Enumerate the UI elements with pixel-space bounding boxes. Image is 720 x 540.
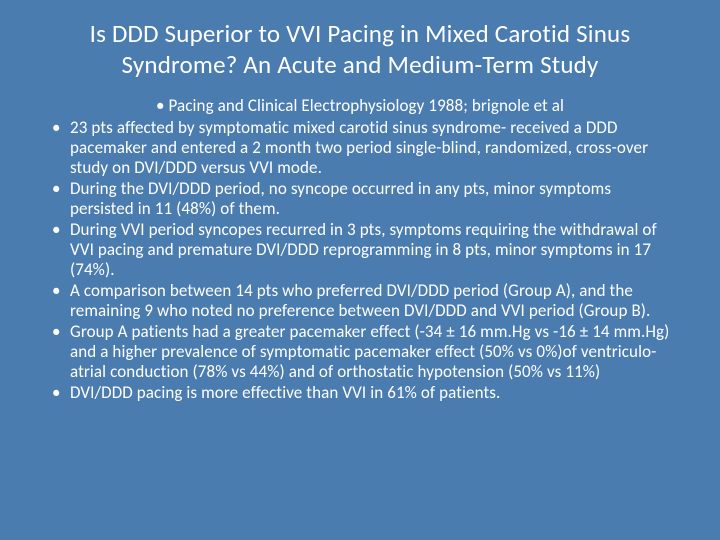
- bullet-item: During VVI period syncopes recurred in 3…: [42, 220, 678, 280]
- bullet-item: DVI/DDD pacing is more effective than VV…: [42, 383, 678, 403]
- citation-line: Pacing and Clinical Electrophysiology 19…: [42, 95, 678, 116]
- bullet-list: 23 pts affected by symptomatic mixed car…: [42, 118, 678, 404]
- bullet-item: A comparison between 14 pts who preferre…: [42, 281, 678, 321]
- bullet-item: 23 pts affected by symptomatic mixed car…: [42, 118, 678, 178]
- slide-container: Is DDD Superior to VVI Pacing in Mixed C…: [0, 0, 720, 540]
- bullet-item: Group A patients had a greater pacemaker…: [42, 322, 678, 382]
- slide-title: Is DDD Superior to VVI Pacing in Mixed C…: [62, 18, 658, 81]
- bullet-item: During the DVI/DDD period, no syncope oc…: [42, 179, 678, 219]
